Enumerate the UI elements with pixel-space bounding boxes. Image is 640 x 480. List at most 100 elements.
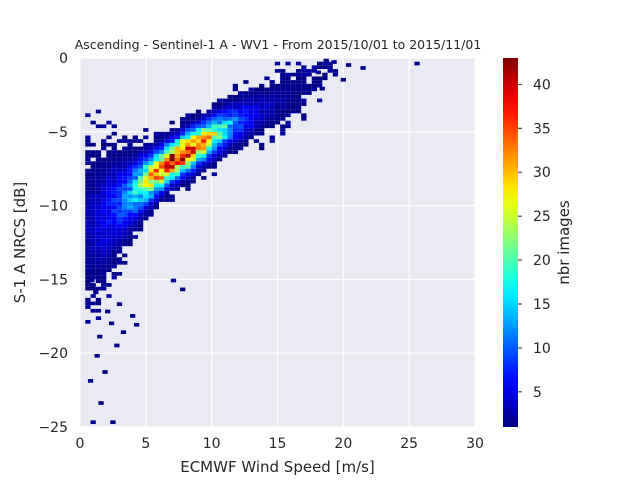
heatmap-cell	[248, 135, 254, 140]
heatmap-cell	[90, 120, 96, 125]
heatmap-cell	[101, 249, 107, 254]
heatmap-cell	[101, 165, 107, 169]
heatmap-cell	[90, 264, 96, 269]
heatmap-cell	[264, 87, 270, 92]
heatmap-cell	[85, 216, 91, 221]
heatmap-cell	[132, 168, 138, 173]
heatmap-cell	[290, 91, 296, 95]
heatmap-cell	[137, 165, 144, 169]
heatmap-cell	[122, 216, 128, 221]
heatmap-cell	[295, 72, 302, 77]
heatmap-cell	[295, 87, 302, 92]
heatmap-cell	[85, 187, 91, 191]
heatmap-cell	[127, 216, 133, 221]
heatmap-cell	[311, 87, 317, 92]
heatmap-cell	[122, 168, 128, 173]
heatmap-cell	[332, 72, 339, 77]
heatmap-cell	[195, 150, 202, 154]
heatmap-cell	[153, 161, 159, 166]
heatmap-cell	[116, 194, 123, 199]
heatmap-cell	[301, 91, 307, 95]
heatmap-cell	[101, 227, 107, 232]
heatmap-cell	[90, 190, 96, 195]
heatmap-cell	[264, 124, 270, 129]
heatmap-cell	[89, 278, 95, 283]
heatmap-cell	[295, 80, 302, 84]
heatmap-cell	[253, 131, 260, 136]
heatmap-cell	[259, 109, 265, 114]
heatmap-cell	[195, 139, 202, 143]
heatmap-cell	[106, 224, 112, 228]
heatmap-cell	[133, 322, 140, 327]
heatmap-cell	[111, 161, 117, 166]
heatmap-cell	[164, 172, 170, 177]
heatmap-cell	[280, 94, 286, 99]
heatmap-cell	[90, 205, 96, 210]
heatmap-cell	[211, 150, 217, 154]
heatmap-cell	[259, 87, 265, 92]
heatmap-cell	[269, 98, 275, 103]
heatmap-cell	[285, 113, 291, 118]
heatmap-cell	[85, 260, 91, 265]
heatmap-cell	[143, 128, 149, 132]
heatmap-cell	[85, 161, 91, 166]
heatmap-cell	[285, 94, 291, 99]
heatmap-cell	[106, 135, 112, 140]
heatmap-cell	[290, 109, 296, 114]
heatmap-cell	[137, 157, 144, 162]
heatmap-cell	[180, 146, 186, 151]
heatmap-cell	[111, 227, 117, 232]
heatmap-cell	[95, 209, 102, 213]
heatmap-cell	[148, 205, 154, 210]
heatmap-cell	[206, 109, 212, 114]
heatmap-cell	[238, 146, 244, 151]
heatmap-cell	[153, 131, 159, 136]
heatmap-cell	[274, 69, 281, 73]
heatmap-cell	[174, 183, 181, 188]
heatmap-cell	[315, 70, 321, 75]
heatmap-cell	[90, 194, 96, 199]
heatmap-cell	[106, 209, 112, 213]
x-tick-label: 30	[466, 436, 484, 452]
heatmap-cell	[106, 183, 112, 188]
heatmap-cell	[216, 124, 223, 129]
heatmap-cell	[185, 139, 191, 143]
heatmap-cell	[106, 157, 112, 162]
heatmap-cell	[122, 198, 128, 202]
heatmap-cell	[137, 227, 144, 232]
heatmap-cell	[137, 179, 144, 184]
heatmap-cell	[97, 334, 103, 339]
heatmap-cell	[311, 80, 317, 84]
heatmap-cell	[280, 105, 286, 110]
heatmap-cell	[137, 209, 144, 213]
heatmap-cell	[222, 109, 228, 114]
heatmap-cell	[180, 165, 186, 169]
heatmap-cell	[106, 231, 112, 236]
heatmap-cell	[216, 146, 223, 151]
heatmap-cell	[206, 131, 212, 136]
y-axis-ticks: 0 −5 −10 −15 −20 −25	[38, 51, 68, 436]
heatmap-cell	[116, 153, 123, 158]
heatmap-cell	[227, 94, 233, 99]
heatmap-cell	[290, 98, 296, 103]
heatmap-cell	[185, 150, 191, 154]
heatmap-cell	[153, 194, 159, 199]
heatmap-cell	[159, 135, 165, 140]
heatmap-cell	[85, 275, 91, 280]
heatmap-cell	[159, 172, 165, 177]
heatmap-cell	[148, 198, 154, 202]
heatmap-cell	[122, 235, 128, 239]
heatmap-cell	[169, 146, 175, 151]
heatmap-cell	[301, 98, 307, 103]
heatmap-cell	[90, 212, 96, 217]
heatmap-cell	[295, 105, 302, 110]
heatmap-cell	[111, 231, 117, 236]
heatmap-cell	[169, 179, 175, 184]
heatmap-cell	[143, 198, 149, 202]
heatmap-cell	[285, 105, 291, 110]
heatmap-cell	[90, 198, 96, 202]
heatmap-cell	[306, 91, 312, 95]
heatmap-cell	[111, 172, 117, 177]
heatmap-cell	[280, 69, 286, 73]
heatmap-cell	[232, 113, 238, 118]
